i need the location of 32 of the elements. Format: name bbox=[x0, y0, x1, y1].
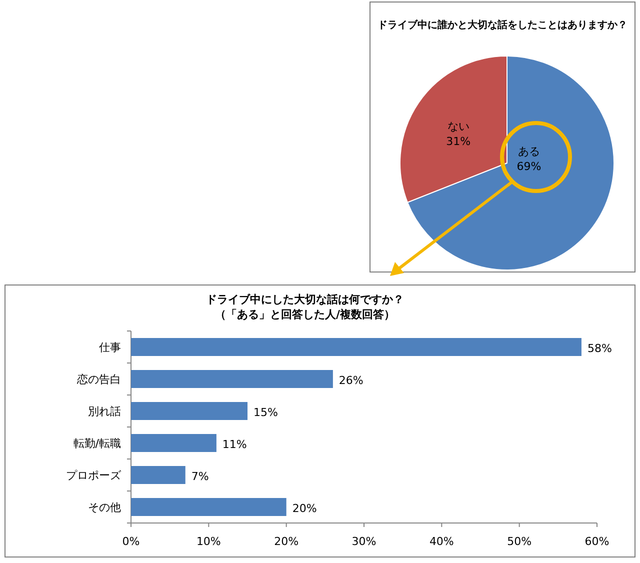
y-tick-label: プロポーズ bbox=[66, 469, 122, 482]
x-tick-label: 50% bbox=[507, 535, 532, 548]
y-tick-label: 恋の告白 bbox=[76, 373, 121, 386]
x-tick-label: 40% bbox=[429, 535, 454, 548]
bar bbox=[131, 402, 248, 420]
data-label: 31% bbox=[446, 134, 471, 148]
bar bbox=[131, 338, 582, 356]
bar bbox=[131, 434, 216, 452]
chart-subtitle: （「ある」と回答した人/複数回答） bbox=[214, 308, 396, 321]
x-tick-label: 60% bbox=[584, 535, 610, 548]
y-tick-label: 別れ話 bbox=[88, 405, 121, 418]
data-label: 7% bbox=[191, 470, 209, 483]
y-tick-label: 転勤/転職 bbox=[73, 437, 121, 450]
x-tick-label: 0% bbox=[122, 535, 140, 548]
data-label: 69% bbox=[516, 160, 542, 173]
data-label: 15% bbox=[254, 406, 278, 419]
y-tick-label: 仕事 bbox=[99, 341, 121, 354]
bar bbox=[131, 498, 286, 516]
bar bbox=[131, 370, 333, 388]
data-label: 26% bbox=[338, 374, 364, 387]
data-label: 11% bbox=[222, 438, 247, 451]
slice-label: ある bbox=[518, 145, 540, 158]
x-tick-label: 20% bbox=[274, 535, 299, 548]
chart-title: ドライブ中にした大切な話は何ですか？ bbox=[206, 293, 404, 306]
x-tick-label: 10% bbox=[196, 535, 221, 548]
y-tick-label: その他 bbox=[88, 501, 121, 514]
data-label: 58% bbox=[587, 342, 612, 355]
data-label: 20% bbox=[292, 502, 317, 515]
chart-title: ドライブ中に誰かと大切な話をしたことはありますか？ bbox=[378, 19, 628, 31]
x-tick-label: 30% bbox=[352, 535, 376, 548]
slice-label: ない bbox=[447, 120, 470, 133]
bar bbox=[131, 466, 186, 484]
